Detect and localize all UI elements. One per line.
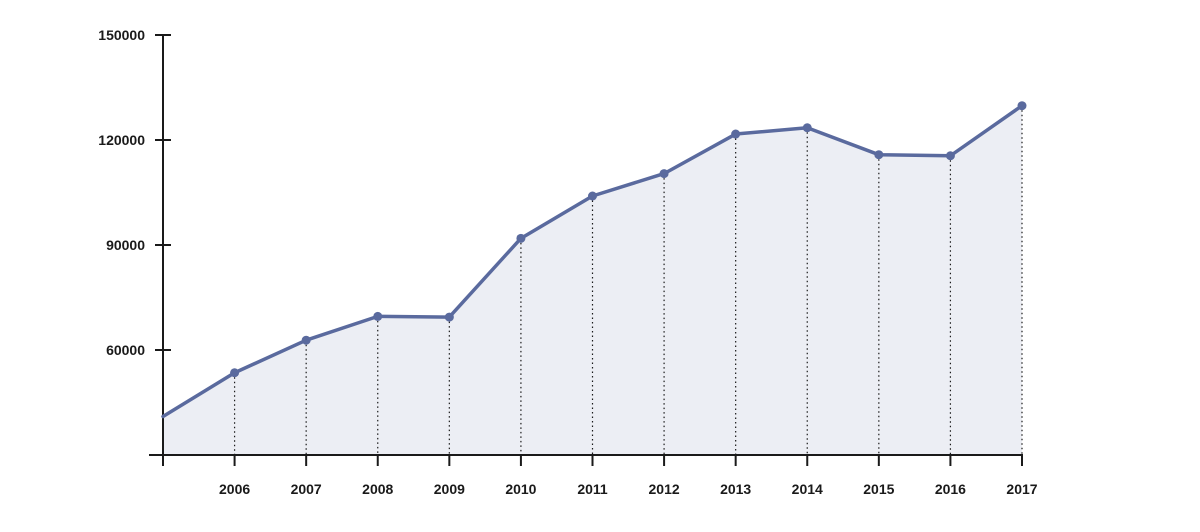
data-point-2014 (802, 123, 812, 133)
x-tick-label-2013: 2013 (720, 481, 751, 497)
y-tick-label-60000: 60000 (106, 342, 145, 358)
x-tick-label-2008: 2008 (362, 481, 393, 497)
data-point-2016 (945, 151, 955, 161)
area-fill (163, 105, 1022, 455)
y-tick-label-150000: 150000 (98, 27, 145, 43)
data-point-2010 (516, 233, 526, 243)
y-tick-label-90000: 90000 (106, 237, 145, 253)
x-tick-label-2010: 2010 (505, 481, 536, 497)
x-tick-label-2014: 2014 (792, 481, 823, 497)
x-tick-label-2006: 2006 (219, 481, 250, 497)
data-point-2008 (373, 311, 383, 321)
x-tick-label-2011: 2011 (577, 481, 608, 497)
x-tick-label-2012: 2012 (649, 481, 680, 497)
data-point-2007 (301, 335, 311, 345)
data-point-2009 (444, 312, 454, 322)
x-tick-label-2017: 2017 (1006, 481, 1037, 497)
data-point-2006 (230, 368, 240, 378)
x-tick-label-2015: 2015 (863, 481, 894, 497)
data-point-2015 (874, 150, 884, 160)
x-tick-label-2009: 2009 (434, 481, 465, 497)
data-point-2013 (731, 129, 741, 139)
x-tick-label-2016: 2016 (935, 481, 966, 497)
y-tick-label-120000: 120000 (98, 132, 145, 148)
data-point-2017 (1017, 101, 1027, 111)
data-point-2011 (588, 191, 597, 201)
x-tick-label-2007: 2007 (291, 481, 322, 497)
data-point-2012 (659, 169, 669, 179)
